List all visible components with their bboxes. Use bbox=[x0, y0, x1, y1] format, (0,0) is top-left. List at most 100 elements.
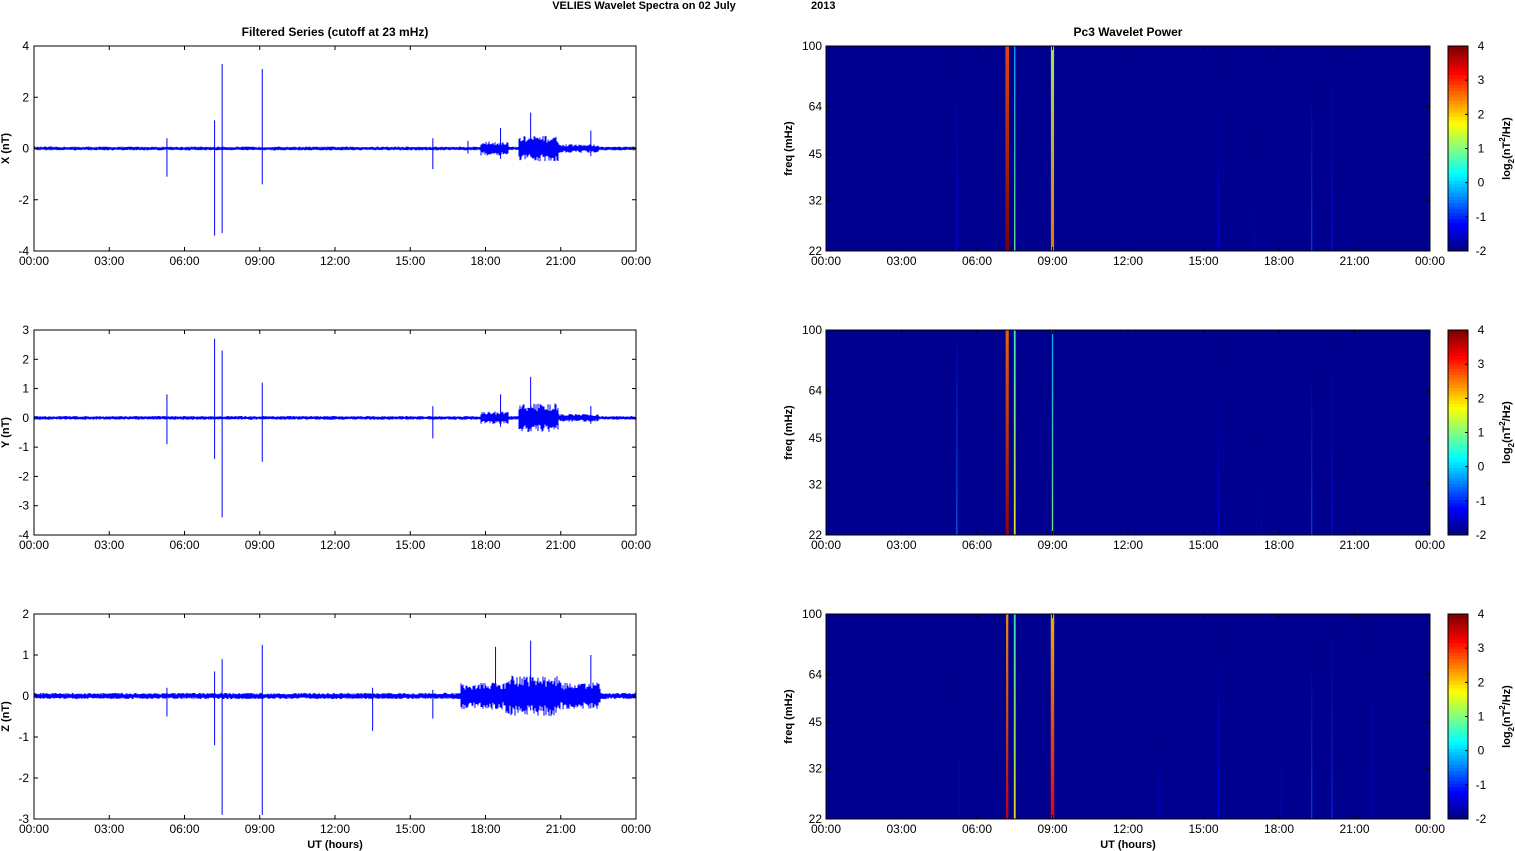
colorbar-swatch bbox=[1448, 106, 1468, 111]
power-feature bbox=[1013, 330, 1016, 535]
colorbar-swatch bbox=[1448, 97, 1468, 101]
y-tick-label: 1 bbox=[22, 382, 29, 396]
colorbar-swatch bbox=[1448, 387, 1468, 392]
y-axis-label: freq (mHz) bbox=[783, 405, 795, 460]
colorbar-swatch bbox=[1448, 729, 1468, 734]
x-tick-label: 00:00 bbox=[621, 538, 651, 552]
colorbar-swatch bbox=[1448, 177, 1468, 182]
y-tick-label: 64 bbox=[809, 383, 823, 397]
spectrum-background bbox=[826, 46, 1430, 251]
colorbar-swatch bbox=[1448, 193, 1468, 198]
colorbar-swatch bbox=[1448, 129, 1468, 133]
colorbar-swatch bbox=[1448, 126, 1468, 130]
colorbar-swatch bbox=[1448, 49, 1468, 53]
y-tick-label: 100 bbox=[802, 39, 822, 53]
colorbar-swatch bbox=[1448, 161, 1468, 166]
power-feature bbox=[1050, 614, 1055, 819]
colorbar-swatch bbox=[1448, 726, 1468, 730]
colorbar-swatch bbox=[1448, 799, 1468, 804]
colorbar-swatch bbox=[1448, 228, 1468, 233]
colorbar-swatch bbox=[1448, 639, 1468, 644]
colorbar-swatch bbox=[1448, 199, 1468, 204]
colorbar-swatch bbox=[1448, 512, 1468, 517]
colorbar-swatch bbox=[1448, 809, 1468, 814]
colorbar-swatch bbox=[1448, 209, 1468, 214]
colorbar-swatch bbox=[1448, 694, 1468, 698]
colorbar-swatch bbox=[1448, 710, 1468, 714]
y-tick-label: 32 bbox=[809, 193, 823, 207]
colorbar-label-part: log bbox=[1501, 731, 1513, 748]
colorbar-swatch bbox=[1448, 145, 1468, 149]
spectrum-background bbox=[826, 614, 1430, 819]
colorbar-swatch bbox=[1448, 164, 1468, 169]
power-feature bbox=[1218, 60, 1220, 251]
colorbar-swatch bbox=[1448, 74, 1468, 79]
colorbar-swatch bbox=[1448, 132, 1468, 137]
colorbar-tick-label: 2 bbox=[1478, 675, 1485, 689]
x-tick-label: 18:00 bbox=[1264, 254, 1294, 268]
colorbar-swatch bbox=[1448, 649, 1468, 653]
colorbar-swatch bbox=[1448, 78, 1468, 82]
power-feature bbox=[956, 60, 958, 251]
colorbar-label-part: (nT bbox=[1501, 710, 1513, 727]
colorbar-swatch bbox=[1448, 186, 1468, 191]
colorbar-swatch bbox=[1448, 151, 1468, 156]
colorbar-swatch bbox=[1448, 700, 1468, 705]
colorbar-swatch bbox=[1448, 738, 1468, 743]
colorbar-tick-label: -2 bbox=[1476, 812, 1487, 826]
power-feature bbox=[1280, 738, 1283, 819]
colorbar-label-part: (nT bbox=[1501, 142, 1513, 159]
x-tick-label: 00:00 bbox=[621, 254, 651, 268]
power-feature bbox=[958, 683, 960, 819]
colorbar-label: log2(nT2/Hz) bbox=[1498, 685, 1515, 748]
colorbar-swatch bbox=[1448, 90, 1468, 95]
y-tick-label: 45 bbox=[809, 715, 823, 729]
x-tick-label: 00:00 bbox=[621, 822, 651, 836]
colorbar-swatch bbox=[1448, 206, 1468, 210]
x-tick-label: 09:00 bbox=[245, 254, 275, 268]
colorbar-swatch bbox=[1448, 119, 1468, 124]
power-feature bbox=[1218, 344, 1220, 535]
y-tick-label: -3 bbox=[18, 812, 29, 826]
power-feature bbox=[1331, 614, 1333, 819]
colorbar-swatch bbox=[1448, 202, 1468, 207]
y-axis-label: freq (mHz) bbox=[783, 121, 795, 176]
colorbar-swatch bbox=[1448, 58, 1468, 63]
y-tick-label: 0 bbox=[22, 142, 29, 156]
colorbar-swatch bbox=[1448, 486, 1468, 491]
colorbar-tick-label: 2 bbox=[1478, 107, 1485, 121]
colorbar-swatch bbox=[1448, 518, 1468, 523]
x-tick-label: 15:00 bbox=[1188, 254, 1218, 268]
colorbar-swatch bbox=[1448, 170, 1468, 175]
colorbar-swatch bbox=[1448, 113, 1468, 117]
colorbar-swatch bbox=[1448, 215, 1468, 220]
colorbar-swatch bbox=[1448, 174, 1468, 178]
colorbar-swatch bbox=[1448, 703, 1468, 708]
x-tick-label: 03:00 bbox=[886, 254, 916, 268]
colorbar-swatch bbox=[1448, 815, 1468, 820]
colorbar-label-part: 2 bbox=[1507, 726, 1515, 731]
colorbar-swatch bbox=[1448, 138, 1468, 143]
colorbar-swatch bbox=[1448, 790, 1468, 794]
colorbar-swatch bbox=[1448, 87, 1468, 92]
x-tick-label: 06:00 bbox=[169, 538, 199, 552]
x-tick-label: 09:00 bbox=[245, 822, 275, 836]
panel-title: Filtered Series (cutoff at 23 mHz) bbox=[242, 25, 429, 39]
x-tick-label: 15:00 bbox=[395, 538, 425, 552]
x-tick-label: 03:00 bbox=[94, 538, 124, 552]
y-tick-label: 32 bbox=[809, 477, 823, 491]
x-tick-label: 03:00 bbox=[94, 822, 124, 836]
figure-suptitle-year: 2013 bbox=[811, 0, 835, 12]
colorbar-tick-label: 0 bbox=[1478, 744, 1485, 758]
colorbar-swatch bbox=[1448, 167, 1468, 172]
colorbar-swatch bbox=[1448, 346, 1468, 350]
colorbar-swatch bbox=[1448, 158, 1468, 162]
colorbar-swatch bbox=[1448, 499, 1468, 504]
y-tick-label: 2 bbox=[22, 90, 29, 104]
plot-area bbox=[34, 330, 636, 535]
y-tick-label: 100 bbox=[802, 323, 822, 337]
colorbar-swatch bbox=[1448, 94, 1468, 98]
x-tick-label: 21:00 bbox=[1339, 254, 1369, 268]
